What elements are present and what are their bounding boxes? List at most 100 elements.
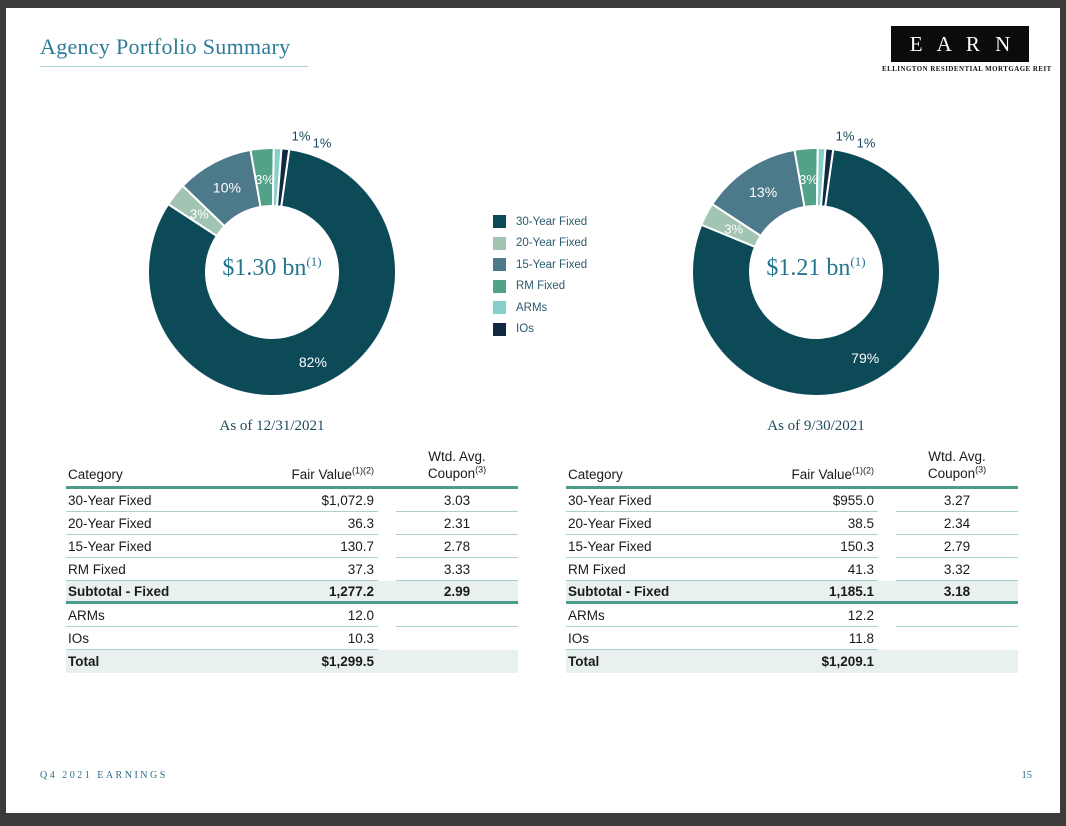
cell-fair-value: 37.3 [236, 558, 378, 581]
cell-fair-value: $955.0 [736, 489, 878, 512]
table-row: 20-Year Fixed 36.3 2.31 [66, 512, 518, 535]
table-row: Subtotal - Fixed 1,277.2 2.99 [66, 581, 518, 604]
pie-slice-ios [276, 147, 291, 208]
pie-slice-percent-label: 3% [724, 221, 743, 236]
cell-coupon: 3.18 [943, 583, 971, 599]
legend-item-rm-fixed: RM Fixed [493, 279, 587, 293]
table-header-row: Category Fair Value(1)(2) Wtd. Avg. Coupon(… [566, 443, 1018, 489]
cell-gutter [878, 558, 896, 581]
legend-swatch-icon [493, 258, 506, 271]
cell-category: 30-Year Fixed [566, 489, 736, 512]
cell-coupon: 3.33 [396, 558, 518, 581]
earn-logo-box: E A R N [891, 26, 1029, 62]
cell-fair-value: 12.2 [736, 604, 878, 627]
donut-center-label-left: $1.30 bn(1) [162, 255, 382, 282]
header-fair-value: Fair Value(1)(2) [291, 465, 374, 482]
header-gutter [378, 443, 396, 486]
cell-gutter [878, 535, 896, 558]
legend-item-30-year-fixed: 30-Year Fixed [493, 215, 587, 228]
cell-fair-value: 10.3 [236, 627, 378, 650]
cell-gutter [878, 627, 896, 650]
cell-category: 15-Year Fixed [66, 535, 236, 558]
cell-coupon: 3.03 [396, 489, 518, 512]
cell-gutter [878, 512, 896, 535]
cell-coupon: 2.78 [396, 535, 518, 558]
cell-fair-value: 1,185.1 [828, 583, 874, 599]
table-row: RM Fixed 41.3 3.32 [566, 558, 1018, 581]
header-category: Category [568, 467, 623, 482]
cell-category: ARMs [566, 604, 736, 627]
cell-coupon: 2.99 [443, 583, 471, 599]
cell-coupon [396, 650, 518, 673]
table-row: 15-Year Fixed 130.7 2.78 [66, 535, 518, 558]
pie-slice-percent-label: 3% [190, 207, 209, 222]
cell-fair-value: 36.3 [236, 512, 378, 535]
cell-gutter [378, 604, 396, 627]
pie-slice-percent-label: 3% [799, 172, 818, 187]
legend-swatch-icon [493, 215, 506, 228]
table-row: IOs 10.3 [66, 627, 518, 650]
cell-coupon [896, 627, 1018, 650]
table-row: Total $1,209.1 [566, 650, 1018, 673]
footnote-marker: (1) [850, 254, 866, 269]
pie-slice-30-year-fixed [691, 148, 941, 397]
donut-chart-current-quarter: 82% 3% 10% 3% 1% 1% [147, 129, 397, 397]
pie-slice-percent-label: 1% [292, 129, 311, 144]
cell-fair-value: 12.0 [236, 604, 378, 627]
cell-category: 20-Year Fixed [66, 512, 236, 535]
cell-fair-value: $1,299.5 [321, 654, 374, 669]
header-coupon: Wtd. Avg. Coupon(3) [927, 449, 987, 481]
cell-category: 15-Year Fixed [566, 535, 736, 558]
cell-category: Subtotal - Fixed [568, 583, 670, 599]
header-coupon: Wtd. Avg. Coupon(3) [427, 449, 487, 481]
chart-legend: 30-Year Fixed 20-Year Fixed 15-Year Fixe… [493, 215, 587, 336]
legend-label: 15-Year Fixed [516, 258, 588, 271]
legend-swatch-icon [493, 279, 506, 293]
pie-slice-percent-label: 1% [836, 129, 855, 144]
table-row: Total $1,299.5 [66, 650, 518, 673]
slide: Agency Portfolio Summary E A R N ELLINGT… [6, 8, 1060, 813]
cell-category: 30-Year Fixed [66, 489, 236, 512]
cell-coupon: 2.31 [396, 512, 518, 535]
table-header-row: Category Fair Value(1)(2) Wtd. Avg. Coupon(… [66, 443, 518, 489]
legend-swatch-icon [493, 236, 506, 250]
page-title: Agency Portfolio Summary [40, 34, 308, 67]
cell-fair-value: $1,072.9 [236, 489, 378, 512]
cell-category: ARMs [66, 604, 236, 627]
company-logo: E A R N ELLINGTON RESIDENTIAL MORTGAGE R… [882, 26, 1051, 73]
cell-fair-value: 130.7 [236, 535, 378, 558]
cell-coupon [396, 604, 518, 627]
cell-coupon [896, 650, 1018, 673]
cell-gutter [378, 512, 396, 535]
legend-item-ios: IOs [493, 322, 587, 336]
cell-coupon: 3.32 [896, 558, 1018, 581]
cell-gutter [878, 581, 896, 601]
table-row: IOs 11.8 [566, 627, 1018, 650]
cell-coupon: 3.27 [896, 489, 1018, 512]
table-row: 30-Year Fixed $1,072.9 3.03 [66, 489, 518, 512]
cell-fair-value: $1,209.1 [821, 654, 874, 669]
legend-label: ARMs [516, 301, 548, 314]
cell-gutter [878, 489, 896, 512]
table-row: 20-Year Fixed 38.5 2.34 [566, 512, 1018, 535]
donut-center-value: $1.21 bn [766, 255, 851, 281]
cell-category: Total [568, 654, 600, 669]
page-number: 15 [1021, 770, 1033, 781]
portfolio-table-current-quarter: Category Fair Value(1)(2) Wtd. Avg. Coupon(… [66, 443, 518, 673]
legend-label: IOs [516, 323, 534, 335]
footnote-marker: (1) [306, 254, 322, 269]
cell-gutter [378, 650, 396, 673]
cell-fair-value: 1,277.2 [328, 583, 374, 599]
cell-coupon [396, 627, 518, 650]
legend-swatch-icon [493, 301, 506, 314]
pie-slice-percent-label: 3% [255, 172, 274, 187]
table-row: ARMs 12.0 [66, 604, 518, 627]
cell-fair-value: 41.3 [736, 558, 878, 581]
pie-slice-30-year-fixed [147, 148, 397, 397]
cell-fair-value: 150.3 [736, 535, 878, 558]
chart-caption-right: As of 9/30/2021 [767, 418, 865, 434]
legend-label: 20-Year Fixed [516, 237, 588, 249]
pie-slice-percent-label: 1% [857, 136, 876, 151]
pie-slice-percent-label: 10% [213, 179, 241, 195]
cell-gutter [878, 604, 896, 627]
